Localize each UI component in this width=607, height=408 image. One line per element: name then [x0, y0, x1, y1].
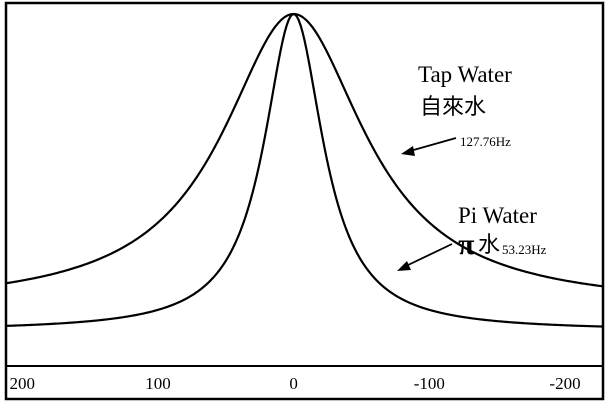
- curves-group: [5, 12, 604, 328]
- pi-water-arrow: [397, 243, 453, 271]
- x-tick-label: -100: [414, 374, 445, 393]
- tap-water-title: Tap Water: [418, 62, 512, 87]
- series-line-pi-water: [5, 13, 604, 328]
- pi-water-annotation: Pi Water π 水 53.23Hz: [397, 203, 547, 271]
- tap-water-chinese: 自來水: [420, 95, 486, 120]
- pi-symbol: π: [458, 228, 475, 261]
- x-tick-labels-group: 200 100 0 -100 -200: [10, 374, 581, 393]
- x-tick-label: 100: [145, 374, 171, 393]
- tap-water-annotation: Tap Water 自來水 127.76Hz: [401, 62, 512, 156]
- tap-water-frequency: 127.76Hz: [460, 134, 511, 149]
- x-tick-label: 200: [10, 374, 36, 393]
- tap-water-arrow: [401, 137, 457, 156]
- x-tick-label: -200: [549, 374, 580, 393]
- pi-water-chinese: 水: [478, 233, 500, 258]
- x-tick-label: 0: [289, 374, 298, 393]
- pi-water-title: Pi Water: [458, 203, 537, 228]
- chart-frame: [4, 1, 605, 401]
- series-line-tap-water: [5, 12, 604, 288]
- pi-water-frequency: 53.23Hz: [502, 242, 547, 257]
